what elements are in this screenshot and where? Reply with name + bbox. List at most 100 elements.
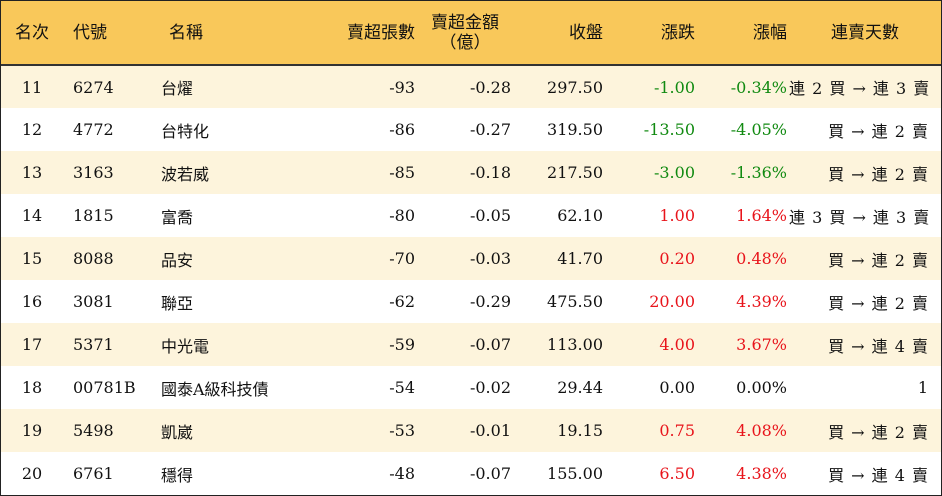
cell-net-lots: -93 bbox=[389, 77, 415, 97]
cell-code: 00781B bbox=[73, 378, 136, 397]
cell-close: 29.44 bbox=[557, 378, 603, 397]
header-net-amount-line1: 賣超金額 bbox=[431, 12, 499, 33]
cell-rank: 16 bbox=[21, 292, 43, 311]
cell-net-amount: -0.29 bbox=[469, 292, 511, 311]
cell-rank: 18 bbox=[21, 378, 43, 397]
cell-code: 5371 bbox=[73, 335, 114, 354]
cell-name: 台特化 bbox=[161, 121, 210, 141]
cell-streak: 買 → 連 2 賣 bbox=[828, 250, 929, 270]
cell-code: 6274 bbox=[73, 77, 114, 97]
header-rank: 名次 bbox=[15, 22, 49, 43]
cell-change: 1.00 bbox=[659, 206, 695, 225]
table-row: 12 4772 台特化 -86 -0.27 319.50 -13.50 -4.05% 買 → 連… bbox=[1, 108, 941, 151]
cell-close: 62.10 bbox=[557, 206, 603, 225]
cell-rank: 15 bbox=[21, 249, 43, 268]
cell-change: -3.00 bbox=[653, 163, 695, 182]
cell-close: 319.50 bbox=[547, 120, 603, 139]
cell-streak: 1 bbox=[917, 378, 929, 397]
cell-net-lots: -54 bbox=[389, 378, 415, 397]
cell-net-lots: -62 bbox=[389, 292, 415, 311]
cell-change: -1.00 bbox=[653, 77, 695, 97]
cell-change-pct: 4.38% bbox=[736, 464, 787, 483]
cell-close: 297.50 bbox=[547, 77, 603, 97]
table-row: 20 6761 穩得 -48 -0.07 155.00 6.50 4.38% 買 → 連 4 賣 bbox=[1, 452, 941, 495]
cell-change-pct: 1.64% bbox=[736, 206, 787, 225]
cell-change: 0.00 bbox=[659, 378, 695, 397]
cell-change-pct: 0.00% bbox=[736, 378, 787, 397]
cell-change-pct: 4.08% bbox=[736, 421, 787, 440]
cell-net-amount: -0.03 bbox=[469, 249, 511, 268]
cell-change: 0.75 bbox=[659, 421, 695, 440]
cell-change-pct: -4.05% bbox=[730, 120, 787, 139]
header-close: 收盤 bbox=[569, 22, 603, 43]
table-row: 11 6274 台燿 -93 -0.28 297.50 -1.00 -0.34% 連 2 買 →… bbox=[1, 65, 941, 108]
cell-close: 155.00 bbox=[547, 464, 603, 483]
cell-code: 1815 bbox=[73, 206, 114, 225]
cell-change-pct: -0.34% bbox=[730, 77, 787, 97]
cell-name: 中光電 bbox=[161, 336, 210, 356]
cell-code: 3163 bbox=[73, 163, 114, 182]
cell-change: -13.50 bbox=[643, 120, 695, 139]
cell-code: 8088 bbox=[73, 249, 114, 268]
cell-name: 富喬 bbox=[161, 207, 194, 227]
cell-streak: 連 2 買 → 連 3 賣 bbox=[789, 79, 931, 98]
cell-name: 品安 bbox=[161, 250, 194, 270]
cell-streak: 買 → 連 2 賣 bbox=[828, 293, 929, 313]
table-body: 11 6274 台燿 -93 -0.28 297.50 -1.00 -0.34% 連 2 買 →… bbox=[1, 65, 941, 495]
cell-rank: 20 bbox=[21, 464, 43, 483]
cell-streak: 買 → 連 2 賣 bbox=[828, 164, 929, 184]
cell-rank: 14 bbox=[21, 206, 43, 225]
cell-code: 3081 bbox=[73, 292, 114, 311]
cell-change: 6.50 bbox=[659, 464, 695, 483]
cell-change-pct: 4.39% bbox=[736, 292, 787, 311]
cell-net-amount: -0.07 bbox=[469, 335, 511, 354]
cell-rank: 11 bbox=[21, 77, 43, 97]
cell-streak: 買 → 連 2 賣 bbox=[828, 121, 929, 141]
cell-net-amount: -0.18 bbox=[469, 163, 511, 182]
cell-rank: 12 bbox=[21, 120, 43, 139]
cell-change: 20.00 bbox=[649, 292, 695, 311]
header-name: 名稱 bbox=[169, 22, 203, 43]
cell-code: 6761 bbox=[73, 464, 114, 483]
cell-name: 穩得 bbox=[161, 465, 194, 485]
cell-net-lots: -53 bbox=[389, 421, 415, 440]
cell-streak: 連 3 買 → 連 3 賣 bbox=[789, 207, 931, 227]
header-net-lots: 賣超張數 bbox=[347, 22, 415, 43]
cell-rank: 17 bbox=[21, 335, 43, 354]
cell-net-amount: -0.27 bbox=[469, 120, 511, 139]
cell-net-lots: -59 bbox=[389, 335, 415, 354]
cell-rank: 19 bbox=[21, 421, 43, 440]
header-net-amount-line2: （億） bbox=[439, 32, 491, 53]
cell-name: 台燿 bbox=[161, 79, 194, 98]
cell-net-lots: -85 bbox=[389, 163, 415, 182]
cell-name: 國泰A級科技債 bbox=[161, 379, 269, 399]
cell-net-amount: -0.07 bbox=[469, 464, 511, 483]
cell-change: 4.00 bbox=[659, 335, 695, 354]
cell-streak: 買 → 連 4 賣 bbox=[828, 336, 929, 356]
table-row: 18 00781B 國泰A級科技債 -54 -0.02 29.44 0.00 0.00% 1 bbox=[1, 366, 941, 409]
cell-net-amount: -0.28 bbox=[469, 77, 511, 97]
cell-change: 0.20 bbox=[659, 249, 695, 268]
table-row: 19 5498 凱崴 -53 -0.01 19.15 0.75 4.08% 買 → 連 2 賣 bbox=[1, 409, 941, 452]
cell-close: 475.50 bbox=[547, 292, 603, 311]
table-header: 名次 代號 名稱 賣超張數 賣超金額 （億） 收盤 漲跌 漲幅 連賣天數 bbox=[1, 1, 941, 65]
cell-name: 凱崴 bbox=[161, 422, 194, 442]
cell-close: 113.00 bbox=[547, 335, 603, 354]
header-code: 代號 bbox=[73, 22, 107, 43]
header-streak: 連賣天數 bbox=[831, 22, 899, 43]
table-row: 17 5371 中光電 -59 -0.07 113.00 4.00 3.67% 買 → 連 4 … bbox=[1, 323, 941, 366]
cell-change-pct: 3.67% bbox=[736, 335, 787, 354]
cell-streak: 買 → 連 2 賣 bbox=[828, 422, 929, 442]
header-change: 漲跌 bbox=[661, 22, 695, 43]
cell-net-amount: -0.05 bbox=[469, 206, 511, 225]
cell-net-lots: -70 bbox=[389, 249, 415, 268]
cell-name: 波若威 bbox=[161, 164, 210, 184]
cell-net-amount: -0.02 bbox=[469, 378, 511, 397]
header-net-amount: 賣超金額 （億） bbox=[417, 1, 513, 65]
header-change-pct: 漲幅 bbox=[753, 22, 787, 43]
cell-code: 4772 bbox=[73, 120, 114, 139]
cell-change-pct: 0.48% bbox=[736, 249, 787, 268]
table-row: 14 1815 富喬 -80 -0.05 62.10 1.00 1.64% 連 3 買 → 連 … bbox=[1, 194, 941, 237]
cell-name: 聯亞 bbox=[161, 293, 194, 313]
